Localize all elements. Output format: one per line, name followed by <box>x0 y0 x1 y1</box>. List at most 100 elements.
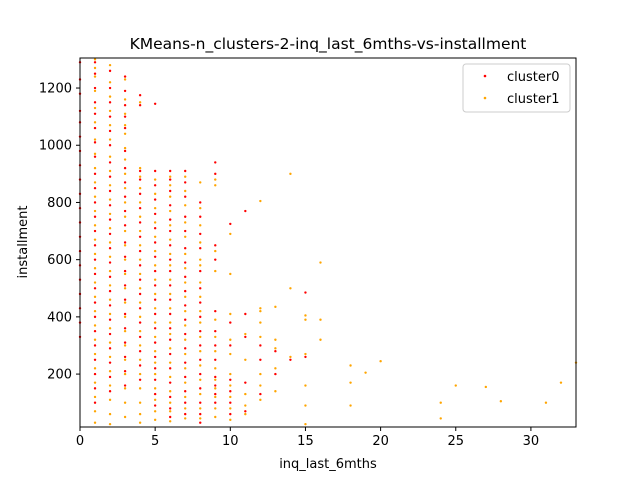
point-cluster1-214 <box>289 172 292 176</box>
point-cluster1-142 <box>184 235 187 238</box>
point-cluster0-71 <box>123 115 127 118</box>
point-cluster1-154 <box>184 407 187 410</box>
point-cluster1-220 <box>304 384 307 387</box>
point-cluster0-191 <box>214 392 217 396</box>
point-cluster1-5 <box>93 121 97 124</box>
point-cluster0-169 <box>199 269 202 273</box>
point-cluster0-152 <box>184 247 187 250</box>
point-cluster0-108 <box>153 102 157 105</box>
point-cluster0-33 <box>93 244 97 247</box>
point-cluster1-132 <box>168 361 172 364</box>
point-cluster1-212 <box>274 367 277 370</box>
point-cluster1-105 <box>153 264 157 267</box>
point-cluster0-153 <box>184 261 187 264</box>
point-cluster0-182 <box>214 172 217 176</box>
point-cluster1-112 <box>153 361 157 364</box>
point-cluster0-173 <box>199 329 202 333</box>
point-cluster0-23 <box>93 101 97 104</box>
point-cluster1-15 <box>93 267 97 270</box>
point-cluster1-187 <box>229 272 232 276</box>
point-cluster1-18 <box>93 309 97 313</box>
point-cluster0-56 <box>108 232 112 236</box>
point-cluster1-218 <box>304 318 307 321</box>
point-cluster1-184 <box>214 407 217 410</box>
point-cluster0-32 <box>93 229 97 233</box>
legend-marker-cluster0 <box>483 74 487 78</box>
point-cluster1-166 <box>199 335 202 339</box>
point-cluster0-97 <box>138 235 142 238</box>
point-cluster0-110 <box>153 184 157 187</box>
point-cluster0-87 <box>123 355 127 359</box>
point-cluster1-42 <box>108 284 112 287</box>
point-cluster1-29 <box>108 95 112 98</box>
point-cluster1-88 <box>138 287 142 290</box>
point-cluster0-91 <box>138 104 142 107</box>
point-cluster1-151 <box>184 367 187 370</box>
point-cluster0-134 <box>168 258 172 261</box>
point-cluster0-130 <box>168 204 172 207</box>
x-axis-label: inq_last_6mths <box>279 457 377 472</box>
point-cluster1-225 <box>319 338 322 341</box>
point-cluster0-90 <box>138 93 142 97</box>
point-cluster1-204 <box>259 321 262 324</box>
point-cluster1-200 <box>244 412 247 416</box>
point-cluster1-224 <box>319 318 322 321</box>
point-cluster1-161 <box>199 264 202 267</box>
point-cluster0-207 <box>259 392 262 396</box>
legend-label-cluster0: cluster0 <box>507 70 559 85</box>
point-cluster0-206 <box>259 358 262 361</box>
point-cluster1-49 <box>108 384 112 387</box>
point-cluster0-188 <box>214 358 217 361</box>
point-cluster1-35 <box>108 184 112 187</box>
point-cluster0-127 <box>168 169 172 173</box>
point-cluster1-27 <box>108 63 112 67</box>
point-cluster1-59 <box>123 158 127 161</box>
point-cluster0-145 <box>168 407 172 410</box>
point-cluster0-136 <box>168 284 172 287</box>
point-cluster0-34 <box>93 258 97 261</box>
point-cluster0-111 <box>153 198 157 201</box>
point-cluster0-187 <box>214 344 217 347</box>
point-cluster1-172 <box>199 417 202 420</box>
point-cluster1-78 <box>138 101 142 104</box>
point-cluster1-118 <box>168 175 172 178</box>
point-cluster0-67 <box>108 390 112 393</box>
point-cluster1-80 <box>138 175 142 178</box>
point-cluster0-115 <box>153 255 157 258</box>
point-cluster1-50 <box>108 398 112 402</box>
point-cluster1-46 <box>108 341 112 344</box>
point-cluster1-41 <box>108 269 112 273</box>
point-cluster0-68 <box>123 75 127 78</box>
point-cluster0-200 <box>244 209 247 213</box>
point-cluster1-1 <box>93 66 97 70</box>
point-cluster0-52 <box>108 175 112 178</box>
point-cluster1-9 <box>93 181 97 184</box>
point-cluster1-181 <box>214 378 217 381</box>
point-cluster1-39 <box>108 241 112 244</box>
plot-area-frame <box>79 57 577 428</box>
point-cluster0-189 <box>214 375 217 379</box>
point-cluster0-51 <box>108 161 112 164</box>
point-cluster1-106 <box>153 278 157 281</box>
y-tick-label-1000: 1000 <box>39 139 72 154</box>
point-cluster1-138 <box>184 175 187 178</box>
x-axis: 0 5 10 15 20 25 30 <box>76 427 539 449</box>
point-cluster0-125 <box>153 392 157 396</box>
point-cluster0-124 <box>153 378 157 381</box>
point-cluster1-237 <box>559 381 563 384</box>
point-cluster1-75 <box>123 387 127 390</box>
point-cluster1-150 <box>184 352 187 356</box>
point-cluster1-103 <box>153 235 157 238</box>
point-cluster0-157 <box>184 318 187 321</box>
point-cluster1-69 <box>123 301 127 304</box>
point-cluster0-43 <box>93 387 97 390</box>
point-cluster1-90 <box>138 315 142 319</box>
point-cluster1-205 <box>259 335 262 339</box>
point-cluster1-209 <box>274 305 277 309</box>
point-cluster0-49 <box>108 129 112 133</box>
point-cluster1-36 <box>108 198 112 201</box>
point-cluster0-22 <box>93 86 97 90</box>
point-cluster0-155 <box>184 289 187 293</box>
point-cluster0-62 <box>108 318 112 321</box>
point-cluster1-131 <box>168 347 172 350</box>
